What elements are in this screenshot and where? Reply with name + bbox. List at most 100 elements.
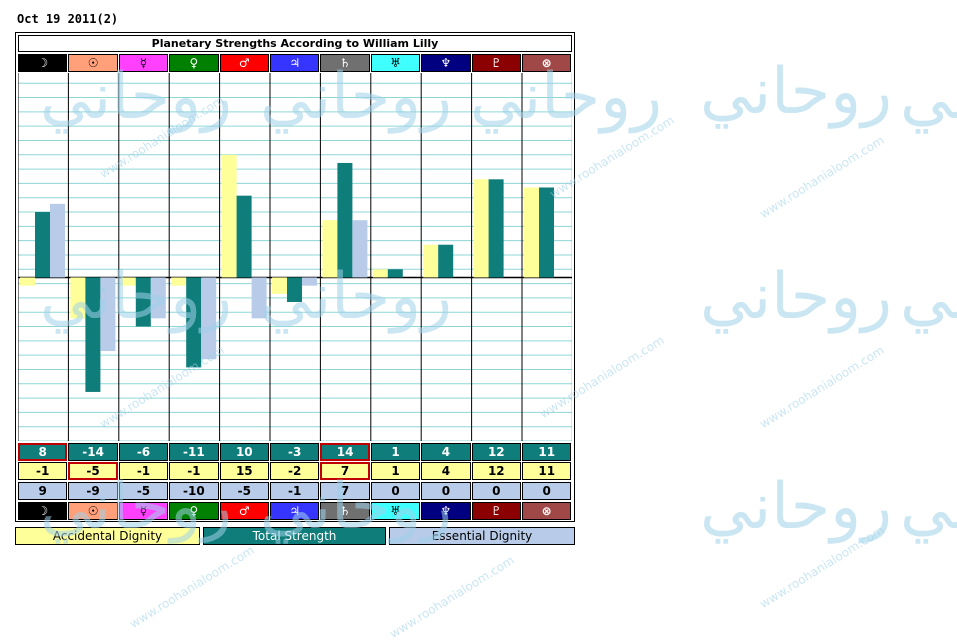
bar-accidental-part-of-fortune (524, 187, 539, 278)
value-total-part-of-fortune: 11 (522, 443, 572, 461)
top-part-of-fortune-icon: ⊗ (522, 54, 572, 72)
value-essential-venus: -10 (169, 482, 219, 500)
value-essential-mars: -5 (219, 482, 269, 500)
value-total-jupiter: -3 (270, 443, 320, 461)
value-essential-mercury: -5 (118, 482, 169, 500)
bar-accidental-pluto (473, 179, 489, 278)
date-label: Oct 19 2011(2) (17, 12, 119, 26)
legend-essential-dignity: Essential Dignity (389, 527, 575, 545)
value-total-uranus: 1 (370, 443, 421, 461)
top-neptune-icon: ♆ (421, 54, 471, 72)
value-total-venus: -11 (169, 443, 219, 461)
bar-total-part-of-fortune (539, 187, 554, 278)
bottom-jupiter-icon: ♃ (270, 502, 320, 520)
bar-essential-venus (201, 277, 217, 360)
value-essential-jupiter: -1 (270, 482, 320, 500)
bottom-part-of-fortune-icon: ⊗ (522, 502, 572, 520)
chart-frame: Planetary Strengths According to William… (15, 32, 575, 522)
bar-total-sun (85, 277, 101, 392)
value-accidental-pluto: 12 (471, 462, 521, 480)
value-accidental-neptune: 4 (421, 462, 471, 480)
watermark-logo: روحاني (900, 260, 957, 334)
value-essential-sun: -9 (68, 482, 118, 500)
plot-area (18, 73, 572, 441)
bottom-neptune-icon: ♆ (421, 502, 471, 520)
value-essential-moon: 9 (18, 482, 68, 500)
bar-essential-jupiter (302, 277, 317, 286)
bar-accidental-venus (171, 277, 187, 286)
top-pluto-icon: ♇ (471, 54, 521, 72)
bar-accidental-uranus (372, 269, 388, 278)
bottom-moon-icon: ☽ (18, 502, 68, 520)
bar-total-mercury (135, 277, 151, 327)
bar-accidental-neptune (423, 244, 439, 278)
top-mars-icon: ♂ (219, 54, 269, 72)
value-total-pluto: 12 (471, 443, 521, 461)
watermark-logo: روحاني (700, 260, 893, 334)
value-essential-uranus: 0 (370, 482, 421, 500)
watermark-url: www.roohanialoom.com (127, 542, 257, 632)
bottom-venus-icon: ♀ (169, 502, 219, 520)
top-uranus-icon: ♅ (370, 54, 421, 72)
bar-total-moon (35, 212, 50, 278)
chart-title: Planetary Strengths According to William… (18, 35, 572, 52)
value-total-saturn: 14 (320, 443, 370, 461)
watermark-url: www.roohanialoom.com (757, 132, 887, 222)
watermark-logo: روحاني (700, 470, 893, 544)
value-essential-neptune: 0 (421, 482, 471, 500)
bar-total-neptune (438, 244, 454, 278)
bottom-uranus-icon: ♅ (370, 502, 421, 520)
bar-total-saturn (337, 162, 353, 278)
value-essential-pluto: 0 (471, 482, 521, 500)
value-accidental-part-of-fortune: 11 (522, 462, 572, 480)
bar-total-pluto (488, 179, 504, 278)
top-mercury-icon: ☿ (118, 54, 169, 72)
bottom-mercury-icon: ☿ (118, 502, 169, 520)
bar-accidental-jupiter (272, 277, 287, 294)
top-sun-icon: ☉ (68, 54, 118, 72)
value-total-mars: 10 (219, 443, 269, 461)
bar-accidental-mercury (120, 277, 136, 286)
top-venus-icon: ♀ (169, 54, 219, 72)
watermark-url: www.roohanialoom.com (757, 522, 887, 612)
bar-accidental-sun (70, 277, 86, 319)
bottom-pluto-icon: ♇ (471, 502, 521, 520)
legend-total-strength: Total Strength (203, 527, 386, 545)
value-essential-saturn: 7 (320, 482, 370, 500)
value-accidental-jupiter: -2 (270, 462, 320, 480)
watermark-logo: روحاني (900, 470, 957, 544)
top-saturn-icon: ♄ (320, 54, 370, 72)
bar-accidental-moon (20, 277, 35, 286)
value-essential-part-of-fortune: 0 (522, 482, 572, 500)
bottom-mars-icon: ♂ (219, 502, 269, 520)
bar-total-venus (186, 277, 202, 368)
watermark-url: www.roohanialoom.com (757, 342, 887, 432)
value-accidental-venus: -1 (169, 462, 219, 480)
value-total-mercury: -6 (118, 443, 169, 461)
value-total-sun: -14 (68, 443, 118, 461)
watermark-logo: روحاني (900, 60, 957, 134)
bar-total-mars (236, 195, 252, 278)
bar-accidental-saturn (322, 220, 338, 278)
bottom-sun-icon: ☉ (68, 502, 118, 520)
value-accidental-mars: 15 (219, 462, 269, 480)
value-accidental-sun: -5 (68, 462, 118, 480)
bar-essential-sun (100, 277, 116, 352)
value-accidental-moon: -1 (18, 462, 68, 480)
bar-total-jupiter (287, 277, 302, 302)
value-accidental-uranus: 1 (370, 462, 421, 480)
value-accidental-saturn: 7 (320, 462, 370, 480)
top-moon-icon: ☽ (18, 54, 68, 72)
value-accidental-mercury: -1 (118, 462, 169, 480)
watermark-url: www.roohanialoom.com (387, 552, 517, 641)
top-jupiter-icon: ♃ (270, 54, 320, 72)
value-total-neptune: 4 (421, 443, 471, 461)
bar-essential-moon (50, 203, 65, 278)
bar-essential-saturn (352, 220, 368, 278)
bar-accidental-mars (221, 154, 237, 278)
legend-accidental-dignity: Accidental Dignity (15, 527, 200, 545)
bar-essential-mars (251, 277, 267, 319)
value-total-moon: 8 (18, 443, 68, 461)
bar-essential-mercury (150, 277, 166, 319)
bottom-saturn-icon: ♄ (320, 502, 370, 520)
